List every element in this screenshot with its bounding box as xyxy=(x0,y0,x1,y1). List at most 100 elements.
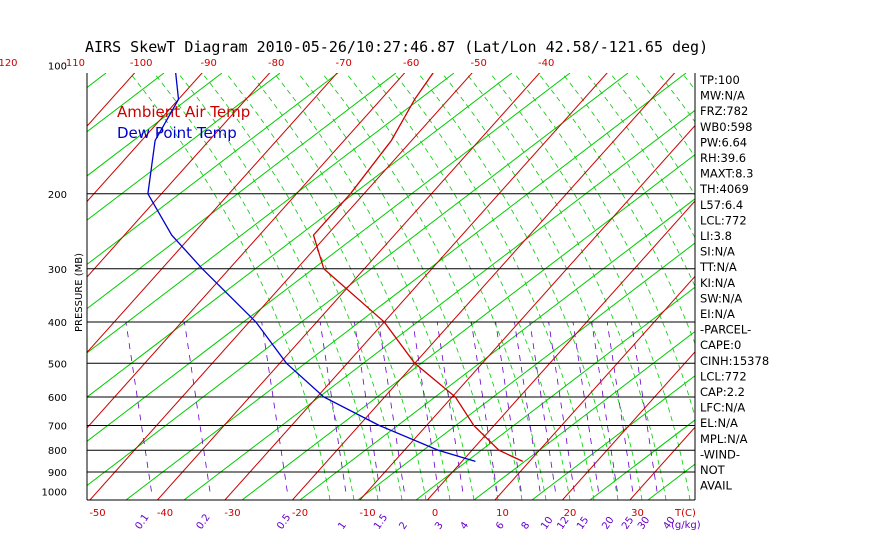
isotherm-line xyxy=(87,73,203,203)
mixing-ratio-line xyxy=(529,321,556,492)
chart-title: AIRS SkewT Diagram 2010-05-26/10:27:46.8… xyxy=(85,38,708,56)
index-label: CAP:2.2 xyxy=(700,385,745,399)
moist-adiabat-line xyxy=(297,73,499,500)
index-label: -PARCEL- xyxy=(700,323,751,337)
mixing-ratio-axis: 0.1 0.2 0.5 1 1.5 2 3 4 6 8 10 12 15 20 25 30 40(g/kg) xyxy=(133,512,700,531)
top-temp-axis: -120 -110 -100 -90 -80 -70 -60 -50 -40 xyxy=(0,58,554,69)
top-temp-tick-label: -110 xyxy=(62,58,85,69)
pressure-axis: 100 200 300 400 500 600 700 800 900 1000 xyxy=(42,62,67,499)
dry-adiabat-line xyxy=(87,73,513,398)
dry-adiabat-line xyxy=(125,73,687,500)
index-label: MAXT:8.3 xyxy=(700,167,753,181)
moist-adiabat-line xyxy=(201,73,403,500)
top-temp-tick-label: -80 xyxy=(268,58,284,69)
moist-adiabat-line xyxy=(609,73,695,196)
pressure-tick-label: 200 xyxy=(48,190,67,201)
isotherm-line xyxy=(426,200,695,500)
moist-adiabat-line xyxy=(585,73,695,239)
moist-adiabat-line xyxy=(417,73,619,500)
mixing-ratio-line xyxy=(412,321,439,492)
index-label: CINH:15378 xyxy=(700,354,769,368)
moist-adiabat-line xyxy=(465,73,667,500)
dry-adiabat-line xyxy=(822,73,870,500)
mixing-ratio-tick-label: 20 xyxy=(600,515,616,532)
index-label: RH:39.6 xyxy=(700,151,746,165)
isotherm-line xyxy=(0,46,24,509)
dry-adiabat-line xyxy=(87,73,571,442)
mixing-ratio-tick-label: 6 xyxy=(494,520,507,532)
moist-adiabat-line xyxy=(321,73,523,500)
moist-adiabat-line xyxy=(441,73,643,500)
bottom-temp-tick-label: -10 xyxy=(359,508,375,519)
isotherm-line xyxy=(87,73,338,354)
plot-area: Ambient Air Temp Dew Point Temp xyxy=(0,46,870,509)
index-label: LCL:772 xyxy=(700,213,747,227)
mixing-ratio-unit: (g/kg) xyxy=(671,520,701,531)
index-label: TP:100 xyxy=(699,73,740,87)
dry-adiabat-line xyxy=(531,375,695,500)
top-temp-tick-label: -100 xyxy=(130,58,153,69)
isotherm-line xyxy=(156,73,541,500)
bottom-temp-tick-label: -40 xyxy=(157,508,173,519)
pressure-tick-label: 300 xyxy=(48,265,67,276)
mixing-ratio-line xyxy=(606,321,634,492)
moist-adiabat-line xyxy=(129,73,331,500)
mixing-ratio-tick-label: 8 xyxy=(520,520,533,532)
index-label: LI:3.8 xyxy=(700,229,732,243)
moist-adiabats xyxy=(129,73,870,500)
pressure-tick-label: 400 xyxy=(48,318,67,329)
moist-adiabat-line xyxy=(754,73,870,500)
dry-adiabat-line xyxy=(415,286,695,500)
isotherm-line xyxy=(87,73,271,278)
index-label: SW:N/A xyxy=(700,291,742,305)
isotherm-line xyxy=(89,73,473,500)
bottom-temp-unit: T(C) xyxy=(674,508,696,519)
mixing-ratio-tick-label: 1 xyxy=(336,520,349,532)
top-temp-tick-label: -90 xyxy=(201,58,217,69)
dry-adiabat-line xyxy=(87,73,107,89)
index-label: TT:N/A xyxy=(699,260,737,274)
moist-adiabat-line xyxy=(561,73,695,288)
index-label: CAPE:0 xyxy=(700,338,741,352)
mixing-ratio-tick-label: 0.2 xyxy=(195,512,213,531)
pressure-tick-label: 800 xyxy=(48,446,67,457)
mixing-ratio-tick-label: 3 xyxy=(433,520,446,532)
isotherm-line xyxy=(224,73,608,500)
mixing-ratio-lines xyxy=(125,321,658,492)
dry-adiabat-line xyxy=(241,153,695,500)
moist-adiabat-line xyxy=(802,73,870,500)
top-temp-tick-label: -40 xyxy=(538,58,554,69)
mixing-ratio-line xyxy=(495,321,522,492)
bottom-temp-tick-label: 20 xyxy=(564,508,577,519)
series-line xyxy=(312,73,523,462)
mixing-ratio-line xyxy=(436,321,464,492)
index-label: LFC:N/A xyxy=(700,401,745,415)
pressure-tick-label: 900 xyxy=(48,468,67,479)
isotherm-line xyxy=(629,426,695,500)
legend-dew: Dew Point Temp xyxy=(117,124,237,142)
pressure-axis-label: PRESSURE (MB) xyxy=(74,253,85,332)
moist-adiabat-line xyxy=(489,73,691,500)
index-label: AVAIL xyxy=(700,479,733,493)
isotherms xyxy=(0,46,695,509)
pressure-tick-label: 100 xyxy=(48,62,67,73)
bottom-temp-tick-label: -50 xyxy=(89,508,105,519)
dry-adiabat-line xyxy=(87,73,339,266)
bottom-temp-tick-label: 0 xyxy=(432,508,438,519)
mixing-ratio-line xyxy=(378,321,405,492)
top-temp-tick-label: -120 xyxy=(0,58,18,69)
isotherm-line xyxy=(359,124,695,500)
isotherm-line xyxy=(291,73,676,500)
index-label: MPL:N/A xyxy=(700,432,748,446)
dry-adiabat-line xyxy=(589,419,695,500)
isotherm-line xyxy=(87,73,136,127)
moist-adiabat-line xyxy=(249,73,451,500)
bottom-temp-tick-label: 10 xyxy=(496,508,509,519)
moist-adiabat-line xyxy=(369,73,571,500)
legend-temp: Ambient Air Temp xyxy=(117,103,250,121)
top-temp-tick-label: -60 xyxy=(403,58,419,69)
isotherm-line xyxy=(561,351,695,500)
isotherm-line xyxy=(87,73,406,429)
